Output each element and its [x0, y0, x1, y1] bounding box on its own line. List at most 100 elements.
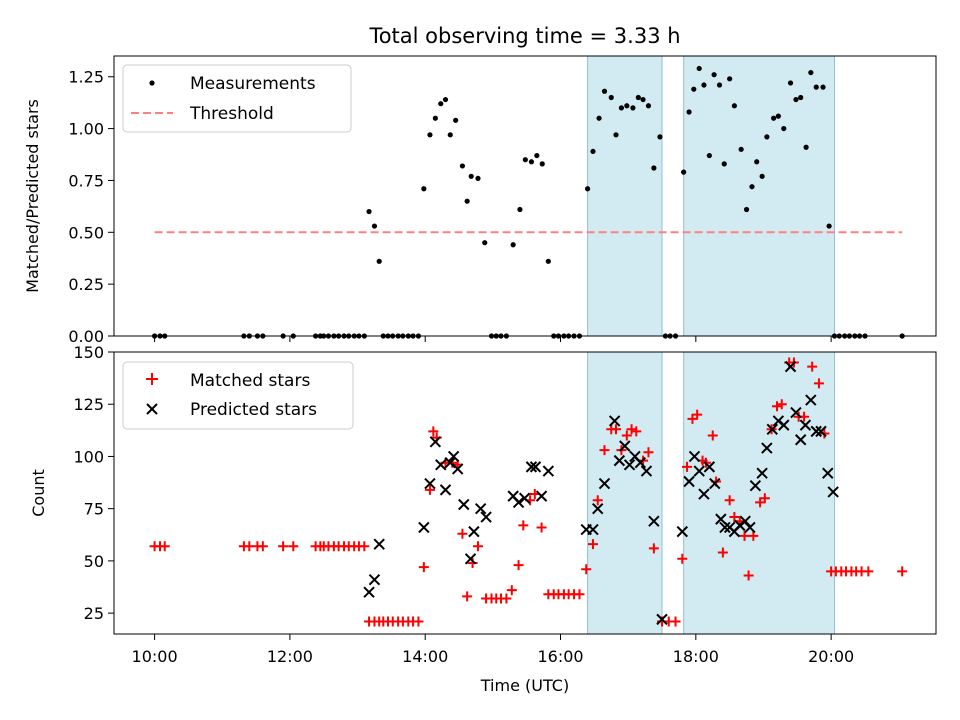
- x-tick-label: 16:00: [537, 647, 583, 666]
- predicted-star-point: [778, 419, 790, 431]
- matched-star-point: [159, 541, 170, 552]
- matched-star-point: [682, 461, 693, 472]
- bottom-y-tick-label: 50: [84, 552, 104, 571]
- top-y-tick-label: 0.75: [68, 171, 104, 190]
- bottom-y-axis-label: Count: [29, 469, 48, 517]
- predicted-star-point: [784, 360, 797, 373]
- measurement-point: [798, 94, 804, 101]
- predicted-star-point: [429, 436, 442, 448]
- predicted-star-point: [739, 515, 751, 527]
- measurement-point: [793, 96, 799, 103]
- measurement-point: [596, 115, 602, 121]
- chart-title: Total observing time = 3.33 h: [368, 24, 680, 48]
- top-legend-box: [122, 64, 352, 133]
- predicted-star-point: [608, 415, 621, 427]
- matched-star-point: [759, 493, 770, 504]
- matched-star-point: [729, 512, 740, 523]
- measurement-point: [624, 103, 630, 109]
- matched-star-point: [692, 409, 703, 420]
- measurement-point: [459, 163, 466, 169]
- predicted-star-point: [418, 521, 430, 534]
- matched-star-point: [739, 530, 750, 541]
- matched-star-point: [707, 430, 718, 441]
- matched-star-point: [574, 589, 585, 600]
- predicted-star-point: [458, 498, 470, 511]
- predicted-star-point: [683, 475, 695, 488]
- matched-star-point: [581, 564, 592, 575]
- bottom-y-tick-label: 25: [84, 604, 104, 623]
- predicted-star-point: [439, 484, 452, 496]
- measurement-point: [376, 258, 382, 264]
- count-panel: 25 50 75 100 125 150 10:00 12:00 14:00 16:00 18:0…: [29, 343, 937, 695]
- measurement-point: [608, 94, 614, 101]
- predicted-star-point: [447, 450, 460, 463]
- bottom-legend-box: [122, 361, 354, 430]
- matched-star-point: [428, 426, 439, 437]
- top-y-tick-label: 1.25: [68, 68, 104, 87]
- matched-star-point: [610, 424, 621, 435]
- bottom-plot-frame: [113, 351, 937, 635]
- measurement-point: [787, 80, 794, 86]
- measurement-point: [727, 76, 733, 82]
- top-y-tick-label: 0.00: [68, 327, 104, 346]
- matched-star-point: [626, 424, 637, 435]
- matched-star-point: [677, 553, 688, 564]
- predicted-star-point: [464, 553, 477, 565]
- measurement-point: [696, 65, 702, 72]
- measurement-point: [442, 96, 449, 103]
- top-y-tick-label: 0.25: [68, 275, 104, 294]
- predicted-star-point: [619, 440, 631, 452]
- matched-star-point: [288, 541, 299, 552]
- measurement-point: [701, 82, 707, 88]
- measurement-point: [731, 103, 737, 109]
- predicted-star-point: [794, 434, 807, 446]
- matched-star-point: [587, 539, 598, 550]
- predicted-star-point: [640, 465, 653, 477]
- predicted-star-point: [592, 502, 604, 515]
- measurement-point: [651, 165, 657, 171]
- x-tick-label: 18:00: [673, 647, 719, 666]
- predicted-star-point: [744, 521, 756, 534]
- predicted-star-point: [480, 511, 492, 523]
- measurement-point: [803, 144, 809, 150]
- measurement-point: [826, 223, 832, 229]
- measurement-point: [464, 198, 470, 204]
- measurement-point: [453, 117, 459, 123]
- legend-label-predicted: Predicted stars: [190, 400, 317, 420]
- measurement-point: [738, 146, 744, 152]
- predicted-star-point: [709, 477, 721, 490]
- matched-star-point: [257, 541, 268, 552]
- measurement-point: [775, 113, 781, 119]
- measurement-point: [691, 86, 697, 92]
- measurement-point: [820, 84, 826, 90]
- measurement-point: [528, 159, 535, 165]
- predicted-star-point: [451, 463, 464, 475]
- measurement-point: [545, 258, 551, 264]
- measurement-point: [681, 169, 687, 175]
- matched-star-point: [413, 616, 424, 627]
- measurement-point: [630, 105, 636, 111]
- top-y-tick-label: 0.50: [68, 223, 104, 242]
- measurement-point: [371, 223, 378, 229]
- x-tick-label: 12:00: [267, 647, 313, 666]
- predicted-star-point: [648, 515, 660, 527]
- matched-star-point: [813, 378, 824, 389]
- predicted-star-point: [542, 465, 555, 477]
- matched-star-point: [670, 616, 681, 627]
- measurement-point: [686, 109, 692, 115]
- top-y-axis-label: Matched/Predicted stars: [23, 99, 42, 293]
- predicted-star-point: [761, 442, 773, 454]
- measurement-point: [618, 105, 625, 111]
- top-y-ticks: 0.00 0.25 0.50 0.75 1.00 1.25: [68, 68, 114, 346]
- bottom-y-tick-label: 100: [73, 447, 104, 466]
- measurement-point: [764, 134, 770, 140]
- bottom-y-tick-label: 125: [73, 395, 104, 414]
- predicted-star-point: [587, 523, 599, 536]
- legend-label-measurements: Measurements: [190, 74, 316, 94]
- predicted-star-point: [535, 490, 548, 502]
- matched-star-point: [278, 541, 289, 552]
- observing-window: [587, 351, 663, 635]
- bottom-y-tick-label: 75: [84, 500, 104, 519]
- predicted-star-point: [766, 423, 778, 435]
- matched-star-point: [772, 401, 783, 412]
